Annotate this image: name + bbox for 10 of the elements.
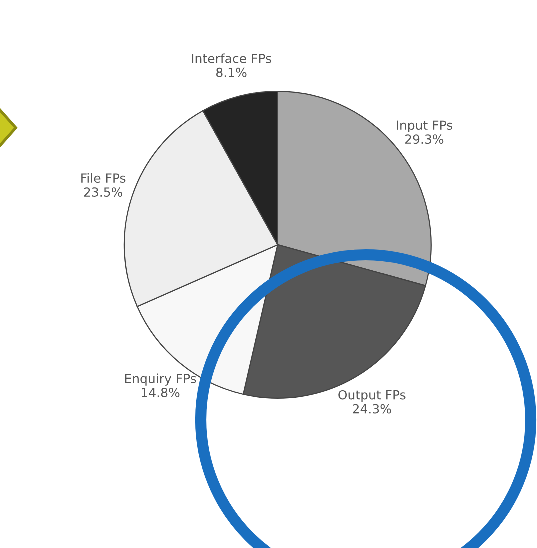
data-label: 23.5% (84, 188, 122, 198)
data-label: 24.3% (353, 404, 392, 414)
data-label: 14.8% (142, 388, 180, 398)
slice-label: Interface FPs (192, 54, 272, 64)
data-label: 29.3% (406, 134, 444, 144)
data-label: 8.1% (216, 68, 247, 78)
slice-label: Enquiry FPs (125, 374, 196, 386)
slice-label: Input FPs (396, 120, 453, 133)
slice-label: File FPs (82, 173, 126, 184)
slice-label: Output FPs (338, 390, 406, 402)
